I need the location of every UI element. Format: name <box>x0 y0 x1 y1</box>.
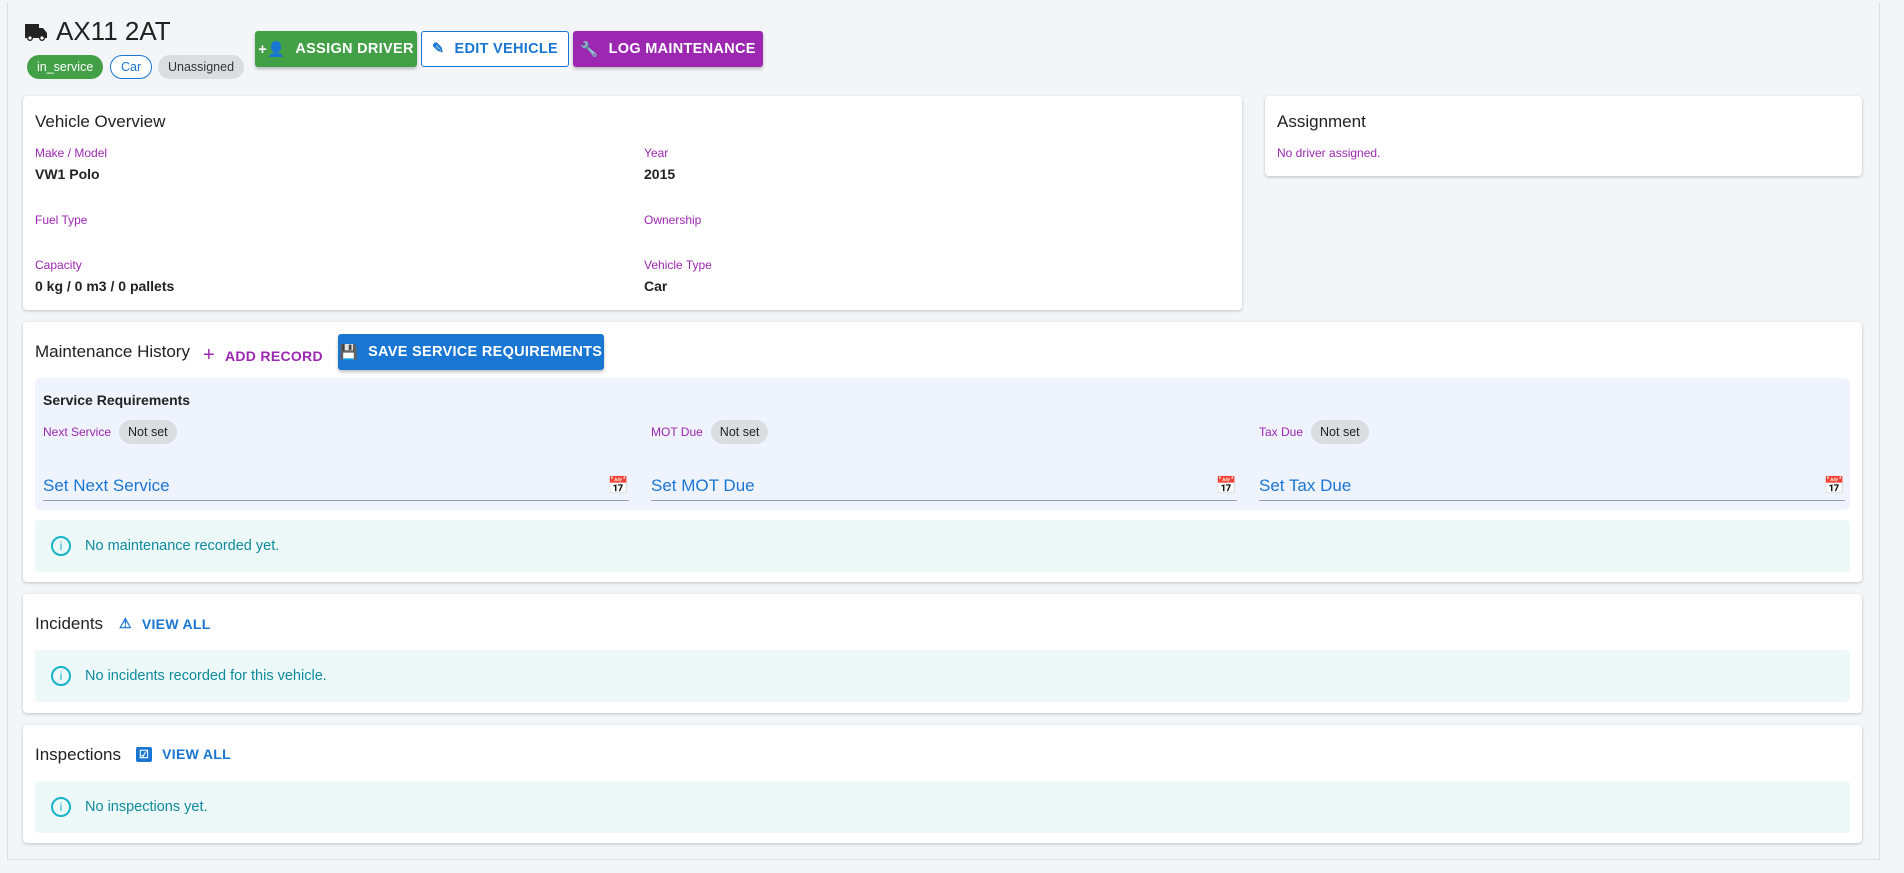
field-value: Car <box>644 278 668 294</box>
card-title: Assignment <box>1277 112 1366 131</box>
field-value: VW1 Polo <box>35 166 100 182</box>
save-service-requirements-button[interactable]: 💾 SAVE SERVICE REQUIREMENTS <box>338 334 604 370</box>
info-icon: i <box>51 797 71 817</box>
info-icon: i <box>51 666 71 686</box>
req-label: Next Service <box>43 425 112 439</box>
card-title: Vehicle Overview <box>35 112 166 131</box>
wrench-icon: 🔧 <box>580 41 599 58</box>
info-icon: i <box>51 536 71 556</box>
next-service-date-input[interactable]: Set Next Service 📅 <box>43 471 629 501</box>
warning-icon: ⚠ <box>119 615 132 631</box>
incidents-card: Incidents ⚠ VIEW ALL i No incidents record… <box>23 594 1862 713</box>
inspections-card: Inspections ☑ VIEW ALL i No inspections ye… <box>23 725 1862 843</box>
calendar-icon[interactable]: 📅 <box>1215 475 1237 495</box>
input-placeholder: Set MOT Due <box>651 475 755 495</box>
checklist-icon: ☑ <box>136 746 153 762</box>
person-add-icon: +👤 <box>258 41 286 58</box>
card-title: Inspections <box>35 745 121 764</box>
edit-vehicle-button[interactable]: ✎ EDIT VEHICLE <box>421 31 569 67</box>
field-value: 0 kg / 0 m3 / 0 pallets <box>35 278 175 294</box>
req-status-chip: Not set <box>710 420 769 444</box>
card-title: Incidents <box>35 614 104 633</box>
plus-icon: + <box>203 344 215 366</box>
req-status-chip: Not set <box>1311 420 1369 444</box>
input-placeholder: Set Tax Due <box>1259 475 1352 495</box>
card-title: Maintenance History <box>35 342 190 361</box>
add-record-button[interactable]: + ADD RECORD <box>203 344 323 366</box>
log-maintenance-button[interactable]: 🔧 LOG MAINTENANCE <box>573 31 763 67</box>
input-placeholder: Set Next Service <box>43 475 170 495</box>
field-label: Fuel Type <box>35 213 88 227</box>
req-status-chip: Not set <box>119 420 177 444</box>
no-driver-text: No driver assigned. <box>1277 146 1381 160</box>
section-title: Service Requirements <box>43 392 191 408</box>
field-label: Make / Model <box>35 146 108 160</box>
req-label: Tax Due <box>1259 425 1304 439</box>
inspections-view-all-button[interactable]: ☑ VIEW ALL <box>136 746 231 762</box>
field-label: Year <box>644 146 669 160</box>
req-label: MOT Due <box>651 425 703 439</box>
truck-icon <box>25 23 47 41</box>
incidents-view-all-button[interactable]: ⚠ VIEW ALL <box>119 615 211 632</box>
field-label: Ownership <box>644 213 702 227</box>
assignment-card: Assignment No driver assigned. <box>1265 96 1862 176</box>
maintenance-empty-alert: i No maintenance recorded yet. <box>35 520 1850 572</box>
inspections-empty-alert: i No inspections yet. <box>35 781 1850 833</box>
calendar-icon[interactable]: 📅 <box>1823 475 1845 495</box>
type-chip: Car <box>110 55 153 79</box>
maintenance-card: Maintenance History + ADD RECORD 💾 SAVE SE… <box>23 322 1862 582</box>
field-label: Vehicle Type <box>644 258 712 272</box>
save-icon: 💾 <box>339 344 359 361</box>
vehicle-title: AX11 2AT <box>56 16 171 46</box>
assignment-chip: Unassigned <box>158 55 245 79</box>
vehicle-overview-card: Vehicle Overview Make / Model VW1 Polo Y… <box>23 96 1242 310</box>
assign-driver-button[interactable]: +👤 ASSIGN DRIVER <box>255 31 417 67</box>
service-requirements-panel: Service Requirements Next Service Not set… <box>35 378 1850 510</box>
mot-due-date-input[interactable]: Set MOT Due 📅 <box>651 471 1237 501</box>
pencil-icon: ✎ <box>432 41 445 57</box>
calendar-icon[interactable]: 📅 <box>607 475 629 495</box>
incidents-empty-alert: i No incidents recorded for this vehicle. <box>35 650 1850 702</box>
tax-due-date-input[interactable]: Set Tax Due 📅 <box>1259 471 1845 501</box>
status-chip: in_service <box>27 55 104 79</box>
field-value: 2015 <box>644 166 676 182</box>
field-label: Capacity <box>35 258 82 272</box>
page-header: AX11 2AT <box>24 16 171 47</box>
